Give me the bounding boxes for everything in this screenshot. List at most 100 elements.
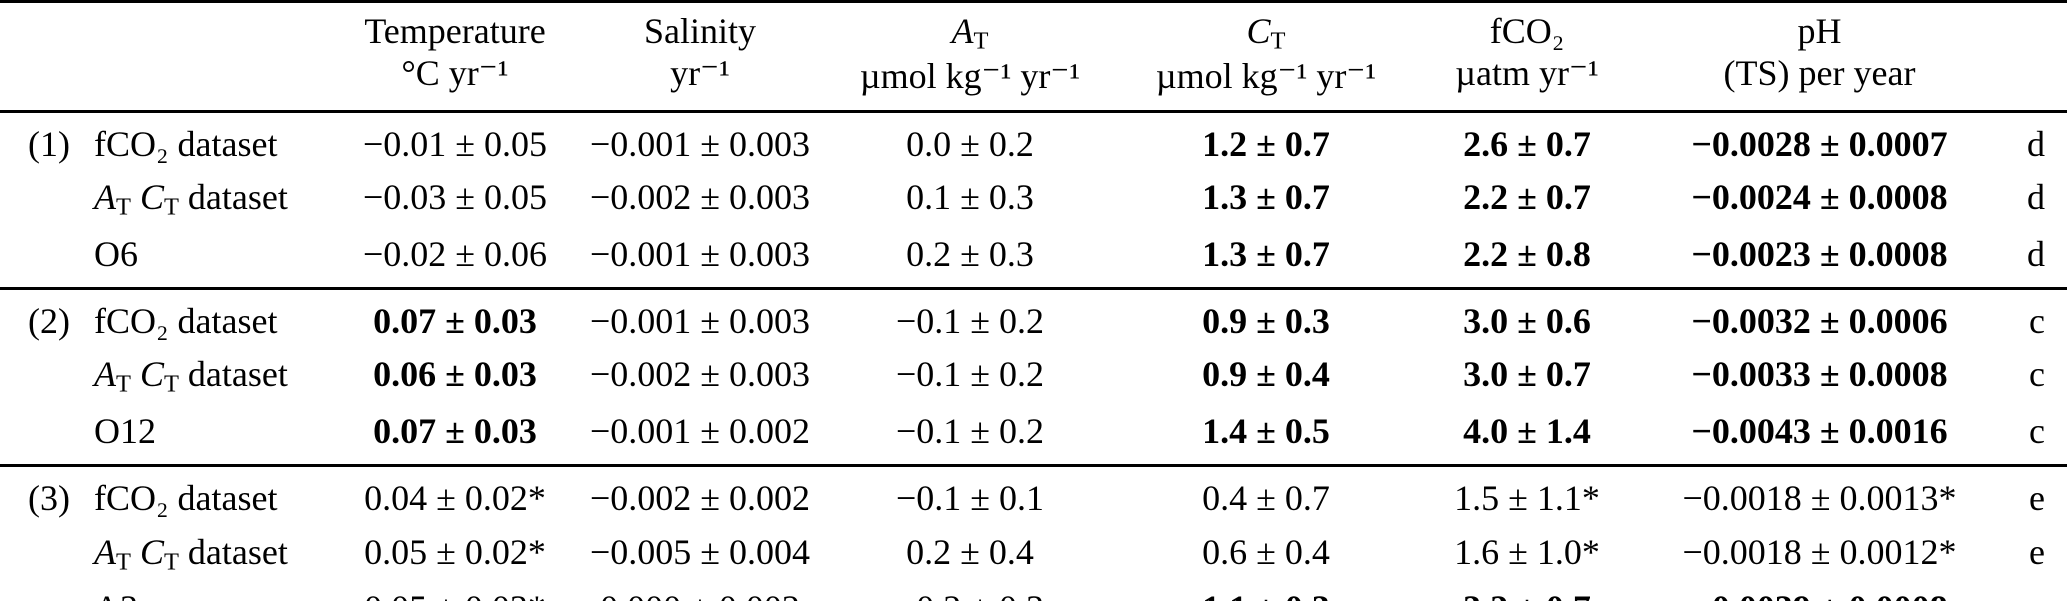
cell-at: −0.1 ± 0.2 [895, 354, 1045, 395]
cell-fco2: 2.6 ± 0.7 [1463, 123, 1591, 164]
dataset-label: AT CT dataset [90, 526, 330, 582]
cell-salinity: −0.005 ± 0.004 [589, 531, 811, 572]
footnote-letter: c [2029, 410, 2045, 451]
cell-salinity: −0.002 ± 0.003 [589, 177, 811, 218]
cell-ct: 1.2 ± 0.7 [1202, 123, 1330, 164]
group-index [0, 526, 90, 582]
col-name-fco2: fCO₂ [1489, 11, 1565, 51]
at-symbol: A [94, 531, 116, 572]
col-header-at: AT µmol kg⁻¹ yr⁻¹ [820, 1, 1120, 113]
cell-temperature: −0.02 ± 0.06 [362, 233, 548, 274]
at-subscript: T [116, 370, 131, 398]
footnote-letter: e [1997, 582, 2067, 601]
footnote-letter: c [2029, 354, 2045, 395]
cell-at: −0.2 ± 0.3 [820, 582, 1120, 601]
dataset-word: dataset [187, 354, 288, 395]
cell-fco2: 2.2 ± 0.7 [1463, 177, 1591, 218]
dataset-label: AT CT dataset [90, 348, 330, 404]
cell-ph: −0.0039 ± 0.0008 [1642, 582, 1997, 601]
group-index [0, 348, 90, 404]
col-name-ph: pH [1797, 11, 1842, 51]
cell-ph: −0.0023 ± 0.0008 [1691, 233, 1948, 274]
cell-at: −0.1 ± 0.2 [820, 286, 1120, 349]
cell-temperature: 0.07 ± 0.03 [330, 286, 580, 349]
col-name-ct: CT [1124, 11, 1408, 56]
group-index [0, 582, 90, 601]
cell-temperature: 0.05 ± 0.03* [330, 582, 580, 601]
cell-fco2: 1.6 ± 1.0* [1454, 531, 1600, 572]
group-index: (2) [0, 286, 90, 349]
table-row: (2) fCO₂ dataset 0.07 ± 0.03 −0.001 ± 0.… [0, 286, 2067, 349]
col-units-temperature: °C yr⁻¹ [401, 52, 509, 93]
at-symbol: A [94, 177, 116, 218]
table-row: AT CT dataset −0.03 ± 0.05 −0.002 ± 0.00… [0, 171, 2067, 227]
table-row: A3 0.05 ± 0.03* 0.000 ± 0.002 −0.2 ± 0.3… [0, 582, 2067, 601]
cell-ct: 0.6 ± 0.4 [1202, 531, 1330, 572]
ct-symbol: C [139, 531, 164, 572]
cell-fco2: 1.5 ± 1.1* [1412, 463, 1642, 526]
cell-temperature: 0.05 ± 0.02* [364, 531, 546, 572]
cell-temperature: 0.07 ± 0.03 [373, 410, 537, 451]
col-name-at: AT [824, 11, 1116, 56]
ct-subscript: T [163, 193, 179, 221]
header-cell-empty-group [0, 1, 90, 113]
cell-fco2: 3.0 ± 0.6 [1412, 286, 1642, 349]
dataset-label: fCO₂ dataset [94, 123, 278, 164]
cell-temperature: −0.03 ± 0.05 [362, 177, 548, 218]
cell-salinity: −0.002 ± 0.003 [589, 354, 811, 395]
cell-at: 0.2 ± 0.4 [906, 531, 1034, 572]
dataset-label: A3 [90, 582, 330, 601]
at-subscript: T [116, 547, 131, 575]
col-name-temperature: Temperature [364, 11, 546, 51]
dataset-label: AT CT dataset [90, 171, 330, 227]
at-subscript: T [116, 193, 131, 221]
col-units-fco2: µatm yr⁻¹ [1455, 52, 1599, 93]
dataset-label: O12 [94, 410, 156, 451]
col-header-fco2: fCO₂ µatm yr⁻¹ [1412, 1, 1642, 113]
ct-symbol: C [139, 354, 164, 395]
cell-ph: −0.0043 ± 0.0016 [1691, 410, 1948, 451]
ct-subscript: T [163, 370, 179, 398]
group-index [0, 228, 90, 288]
cell-ph: −0.0033 ± 0.0008 [1691, 354, 1948, 395]
ct-subscript: T [163, 547, 179, 575]
footnote-letter: e [2029, 531, 2045, 572]
header-row: Temperature °C yr⁻¹ Salinity yr⁻¹ AT µmo… [0, 1, 2067, 113]
group-index [0, 405, 90, 465]
at-symbol: A [94, 354, 116, 395]
cell-ph: −0.0032 ± 0.0006 [1642, 286, 1997, 349]
col-units-ct: µmol kg⁻¹ yr⁻¹ [1155, 55, 1377, 96]
cell-temperature: −0.01 ± 0.05 [362, 123, 548, 164]
col-header-ph: pH (TS) per year [1642, 1, 1997, 113]
cell-ct: 0.9 ± 0.3 [1120, 286, 1412, 349]
footnote-letter: d [2027, 177, 2045, 218]
table-row: (1) fCO₂ dataset −0.01 ± 0.05 −0.001 ± 0… [0, 111, 2067, 171]
footnote-letter: d [2027, 233, 2045, 274]
dataset-label: fCO₂ dataset [90, 463, 330, 526]
col-header-temperature: Temperature °C yr⁻¹ [330, 1, 580, 113]
cell-salinity: −0.001 ± 0.003 [589, 123, 811, 164]
cell-ct: 1.1 ± 0.3 [1120, 582, 1412, 601]
dataset-word: dataset [187, 177, 288, 218]
cell-salinity: −0.001 ± 0.003 [589, 233, 811, 274]
cell-salinity: −0.001 ± 0.002 [589, 410, 811, 451]
cell-ct: 1.4 ± 0.5 [1202, 410, 1330, 451]
at-symbol: A [951, 11, 974, 51]
footnote-letter: d [2027, 123, 2045, 164]
ct-symbol: C [1246, 11, 1271, 51]
cell-ph: −0.0028 ± 0.0007 [1691, 123, 1948, 164]
cell-ph: −0.0024 ± 0.0008 [1691, 177, 1948, 218]
cell-fco2: 3.2 ± 0.7 [1412, 582, 1642, 601]
cell-at: 0.2 ± 0.3 [906, 233, 1034, 274]
table-header: Temperature °C yr⁻¹ Salinity yr⁻¹ AT µmo… [0, 1, 2067, 113]
group-index: (1) [28, 123, 70, 164]
cell-ct: 0.9 ± 0.4 [1202, 354, 1330, 395]
ct-symbol: C [139, 177, 164, 218]
cell-ph: −0.0018 ± 0.0013* [1642, 463, 1997, 526]
footnote-letter: e [1997, 463, 2067, 526]
table-row: AT CT dataset 0.05 ± 0.02* −0.005 ± 0.00… [0, 526, 2067, 582]
cell-at: 0.1 ± 0.3 [906, 177, 1034, 218]
cell-at: −0.1 ± 0.1 [820, 463, 1120, 526]
